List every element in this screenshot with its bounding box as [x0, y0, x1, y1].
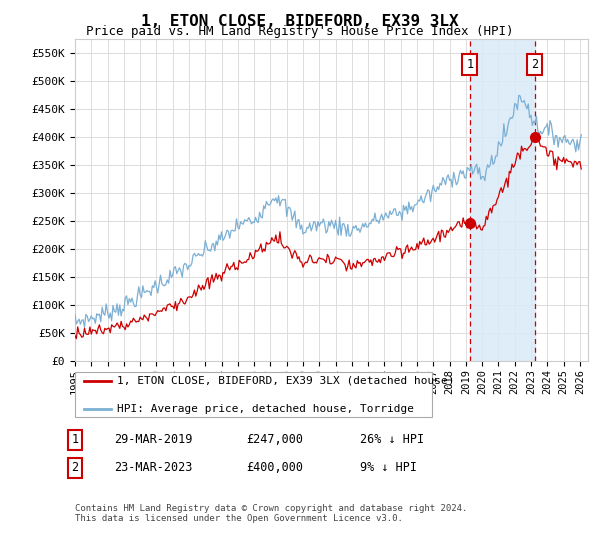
Text: 26% ↓ HPI: 26% ↓ HPI: [360, 433, 424, 446]
Text: HPI: Average price, detached house, Torridge: HPI: Average price, detached house, Torr…: [117, 404, 414, 414]
Text: 1, ETON CLOSE, BIDEFORD, EX39 3LX: 1, ETON CLOSE, BIDEFORD, EX39 3LX: [141, 14, 459, 29]
Text: 9% ↓ HPI: 9% ↓ HPI: [360, 461, 417, 474]
Text: £247,000: £247,000: [246, 433, 303, 446]
Text: 29-MAR-2019: 29-MAR-2019: [114, 433, 193, 446]
Text: 2: 2: [71, 461, 79, 474]
Text: 1, ETON CLOSE, BIDEFORD, EX39 3LX (detached house): 1, ETON CLOSE, BIDEFORD, EX39 3LX (detac…: [117, 376, 455, 386]
Text: 2: 2: [531, 58, 538, 71]
Text: 1: 1: [466, 58, 473, 71]
Text: 23-MAR-2023: 23-MAR-2023: [114, 461, 193, 474]
Text: Price paid vs. HM Land Registry's House Price Index (HPI): Price paid vs. HM Land Registry's House …: [86, 25, 514, 38]
Text: Contains HM Land Registry data © Crown copyright and database right 2024.
This d: Contains HM Land Registry data © Crown c…: [75, 504, 467, 524]
Text: 1: 1: [71, 433, 79, 446]
Text: £400,000: £400,000: [246, 461, 303, 474]
Bar: [470, 39, 535, 361]
